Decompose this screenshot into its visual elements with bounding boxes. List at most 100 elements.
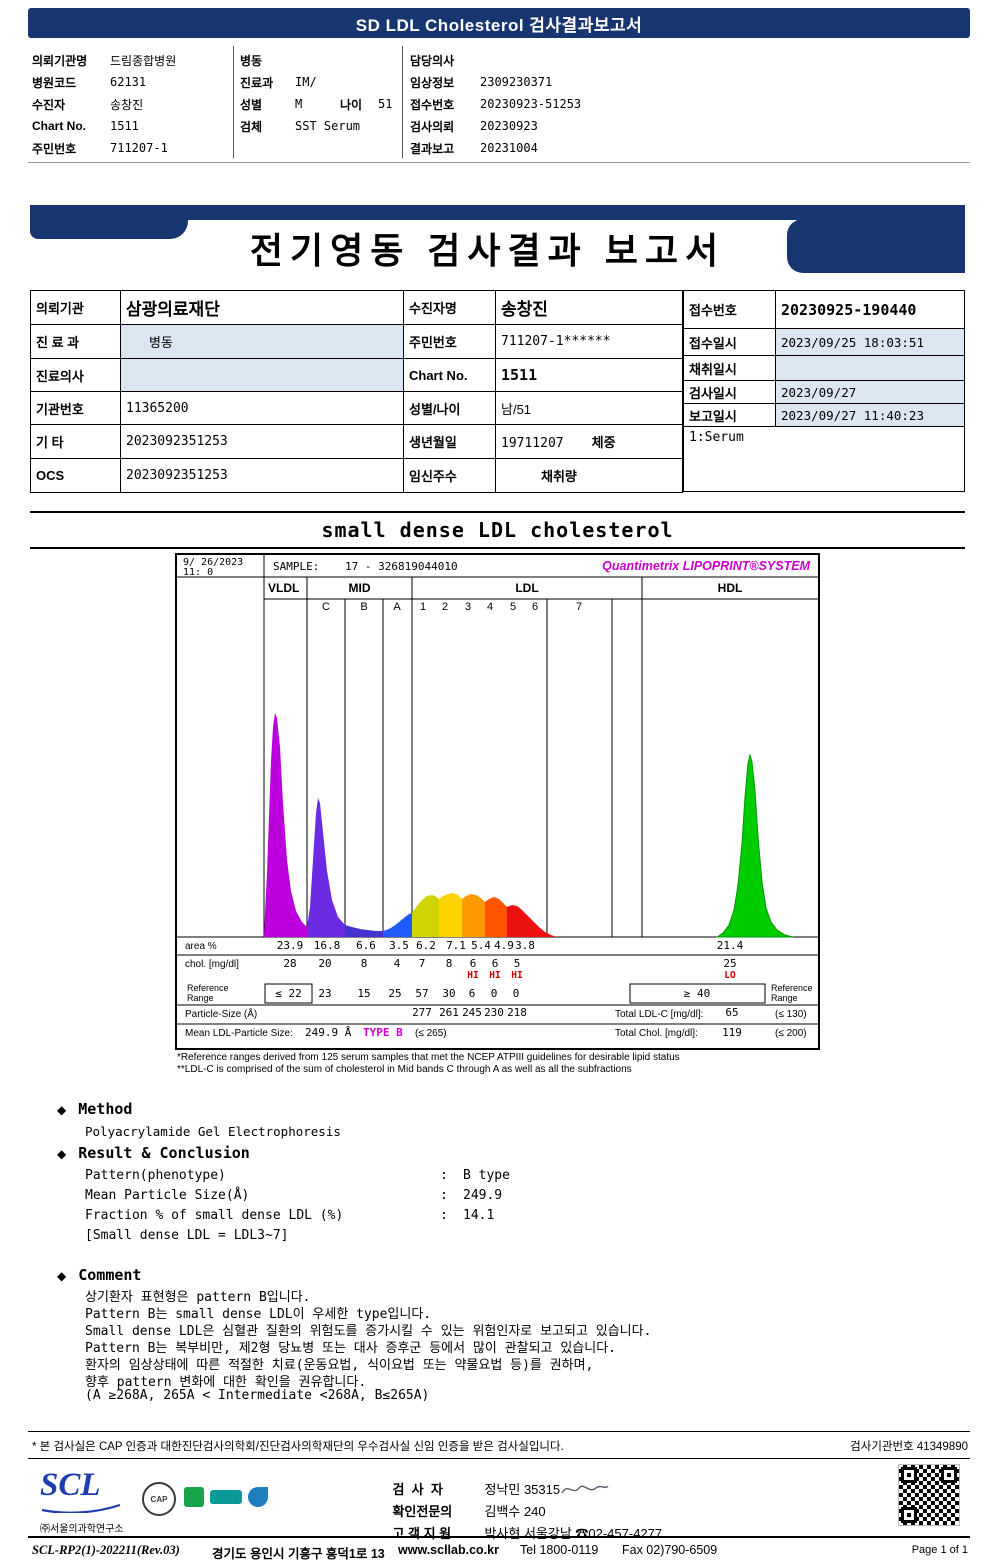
cell-value: 삼광의료재단: [120, 290, 404, 325]
examiner-value: 정낙민 35315: [484, 1482, 561, 1497]
field-value: 711207-1: [110, 141, 168, 155]
examiner-row: 검 사 자 정낙민 35315: [378, 1464, 560, 1513]
cell-value: 2023092351253: [120, 458, 404, 493]
result-item: Mean Particle Size(Å):249.9: [85, 1188, 502, 1203]
subband-label: 7: [575, 601, 583, 613]
colon: :: [440, 1208, 448, 1223]
cell-value: 2023/09/27: [775, 380, 965, 404]
document-code: SCL-RP2(1)-202211(Rev.03): [32, 1543, 180, 1557]
report-title-banner: 전기영동 검사결과 보고서: [30, 205, 965, 273]
scl-logo: SCL ㈜서울의과학연구소: [40, 1469, 124, 1536]
result-item-value: B type: [463, 1168, 510, 1183]
lab-website: www.scllab.co.kr: [398, 1543, 499, 1557]
ref-value: 0: [490, 987, 498, 1000]
subband-label: 4: [486, 601, 494, 613]
accreditation-mark-2: [210, 1490, 242, 1504]
total-chol-value: 119: [722, 1026, 742, 1039]
particle-size-value: 261: [439, 1006, 459, 1019]
table-row: OCS 2023092351253 임신주수 채취량: [30, 458, 683, 493]
field-value: 송창진: [110, 97, 144, 112]
cap-accreditation-logo: CAP: [142, 1482, 176, 1516]
cap-logo-text: CAP: [150, 1494, 168, 1504]
cell-label: 접수일시: [683, 328, 776, 356]
area-row-label: area %: [185, 941, 217, 952]
ref-value: 6: [468, 987, 476, 1000]
result-heading: ◆ Result & Conclusion: [57, 1144, 250, 1163]
field-label: 나이: [340, 97, 363, 112]
page-indicator: Page 1 of 1: [911, 1544, 968, 1556]
result-item: Pattern(phenotype): B type: [85, 1168, 510, 1183]
table-row: 의뢰기관 삼광의료재단 수진자명 송창진: [30, 290, 683, 325]
field-label: 주민번호: [32, 141, 77, 156]
comment-line: 상기환자 표현형은 pattern B입니다.: [85, 1290, 311, 1305]
table-row: 보고일시 2023/09/27 11:40:23: [683, 403, 965, 427]
examiner-label: 검 사 자: [392, 1482, 443, 1497]
colon: :: [440, 1188, 448, 1203]
particle-size-label: Particle-Size (Å): [185, 1009, 258, 1020]
field-label: 성별: [240, 97, 263, 112]
result-item-value: 249.9: [463, 1188, 503, 1203]
reference-range-label: Reference Range: [771, 983, 813, 1003]
ref-value: 25: [388, 987, 402, 1000]
field-row: 병동: [240, 49, 392, 71]
ref-value: 15: [357, 987, 371, 1000]
sample-label: SAMPLE:: [273, 560, 320, 573]
band-label-hdl: HDL: [717, 581, 743, 595]
high-flag: HI: [467, 970, 479, 981]
subband-label: 5: [509, 601, 517, 613]
cell-value: 1511: [495, 358, 683, 392]
weight-label: 체중: [591, 435, 616, 450]
divider: [28, 1431, 970, 1432]
colon: :: [440, 1168, 448, 1183]
field-value: IM/: [295, 75, 317, 89]
chol-value: 4: [393, 957, 401, 970]
chart-footnote-2: **LDL-C is comprised of the sum of chole…: [177, 1064, 632, 1075]
field-row: Chart No. 1511: [32, 115, 176, 137]
area-value: 3.8: [515, 939, 535, 952]
accreditation-mark-3: [248, 1487, 268, 1507]
lab-fax: Fax 02)790-6509: [622, 1543, 718, 1557]
chol-value: 20: [318, 957, 332, 970]
band-label-vldl: VLDL: [268, 581, 300, 595]
banner-strip: [30, 205, 965, 220]
cell-value: 2023092351253: [120, 424, 404, 459]
comment-line: Pattern B는 복부비만, 제2형 당뇨병 또는 대사 증후군 등에서 많…: [85, 1341, 616, 1356]
area-value: 3.5: [389, 939, 409, 952]
field-row: 진료과 IM/: [240, 71, 392, 93]
total-chol-ref: (≤ 200): [775, 1028, 807, 1039]
patient-header: 의뢰기관명 드림종합병원 병원코드 62131 수진자 송창진 Chart No. 15…: [28, 42, 970, 163]
field-row: 수진자 송창진: [32, 93, 176, 115]
cell-value: 채취량: [495, 458, 683, 493]
chol-value: 7: [418, 957, 426, 970]
accreditation-mark-1: [184, 1487, 204, 1507]
area-value: 7.1: [446, 939, 466, 952]
cell-label: OCS: [30, 458, 121, 493]
confirming-physician-label: 확인전문의: [392, 1504, 453, 1519]
field-value: 드림종합병원: [110, 53, 177, 68]
particle-size-value: 245: [462, 1006, 482, 1019]
divider: [402, 46, 403, 158]
field-value: 2309230371: [480, 75, 553, 89]
cell-label: 진 료 과: [30, 324, 121, 359]
chol-value: 5: [513, 957, 521, 970]
subband-label: 2: [441, 601, 449, 613]
scl-logo-swoosh: [41, 1503, 121, 1514]
table-row: 접수일시 2023/09/25 18:03:51: [683, 328, 965, 356]
chol-value: 6: [491, 957, 499, 970]
patient-header-col2: 병동 진료과 IM/ 성별 M 나이 51 검체 SST Serum: [240, 49, 392, 137]
mean-particle-value: 249.9 Å: [305, 1026, 352, 1039]
field-value: 20230923-51253: [480, 97, 582, 111]
field-value: 1511: [110, 119, 139, 133]
field-row: 의뢰기관명 드림종합병원: [32, 49, 176, 71]
field-row: 결과보고 20231004: [410, 137, 581, 159]
field-label: 병동: [240, 53, 263, 68]
method-heading: ◆ Method: [57, 1100, 132, 1119]
subband-label: 6: [531, 601, 539, 613]
field-row: 접수번호 20230923-51253: [410, 93, 581, 115]
area-value: 21.4: [716, 939, 744, 952]
ref-value: ≥ 40: [683, 987, 711, 1000]
table-row: 진 료 과 병동 주민번호 711207-1******: [30, 324, 683, 359]
cell-label: 검사일시: [683, 380, 776, 404]
particle-size-value: 218: [507, 1006, 527, 1019]
info-table-left: 의뢰기관 삼광의료재단 수진자명 송창진 진 료 과 병동 주민번호 71120…: [30, 290, 683, 493]
